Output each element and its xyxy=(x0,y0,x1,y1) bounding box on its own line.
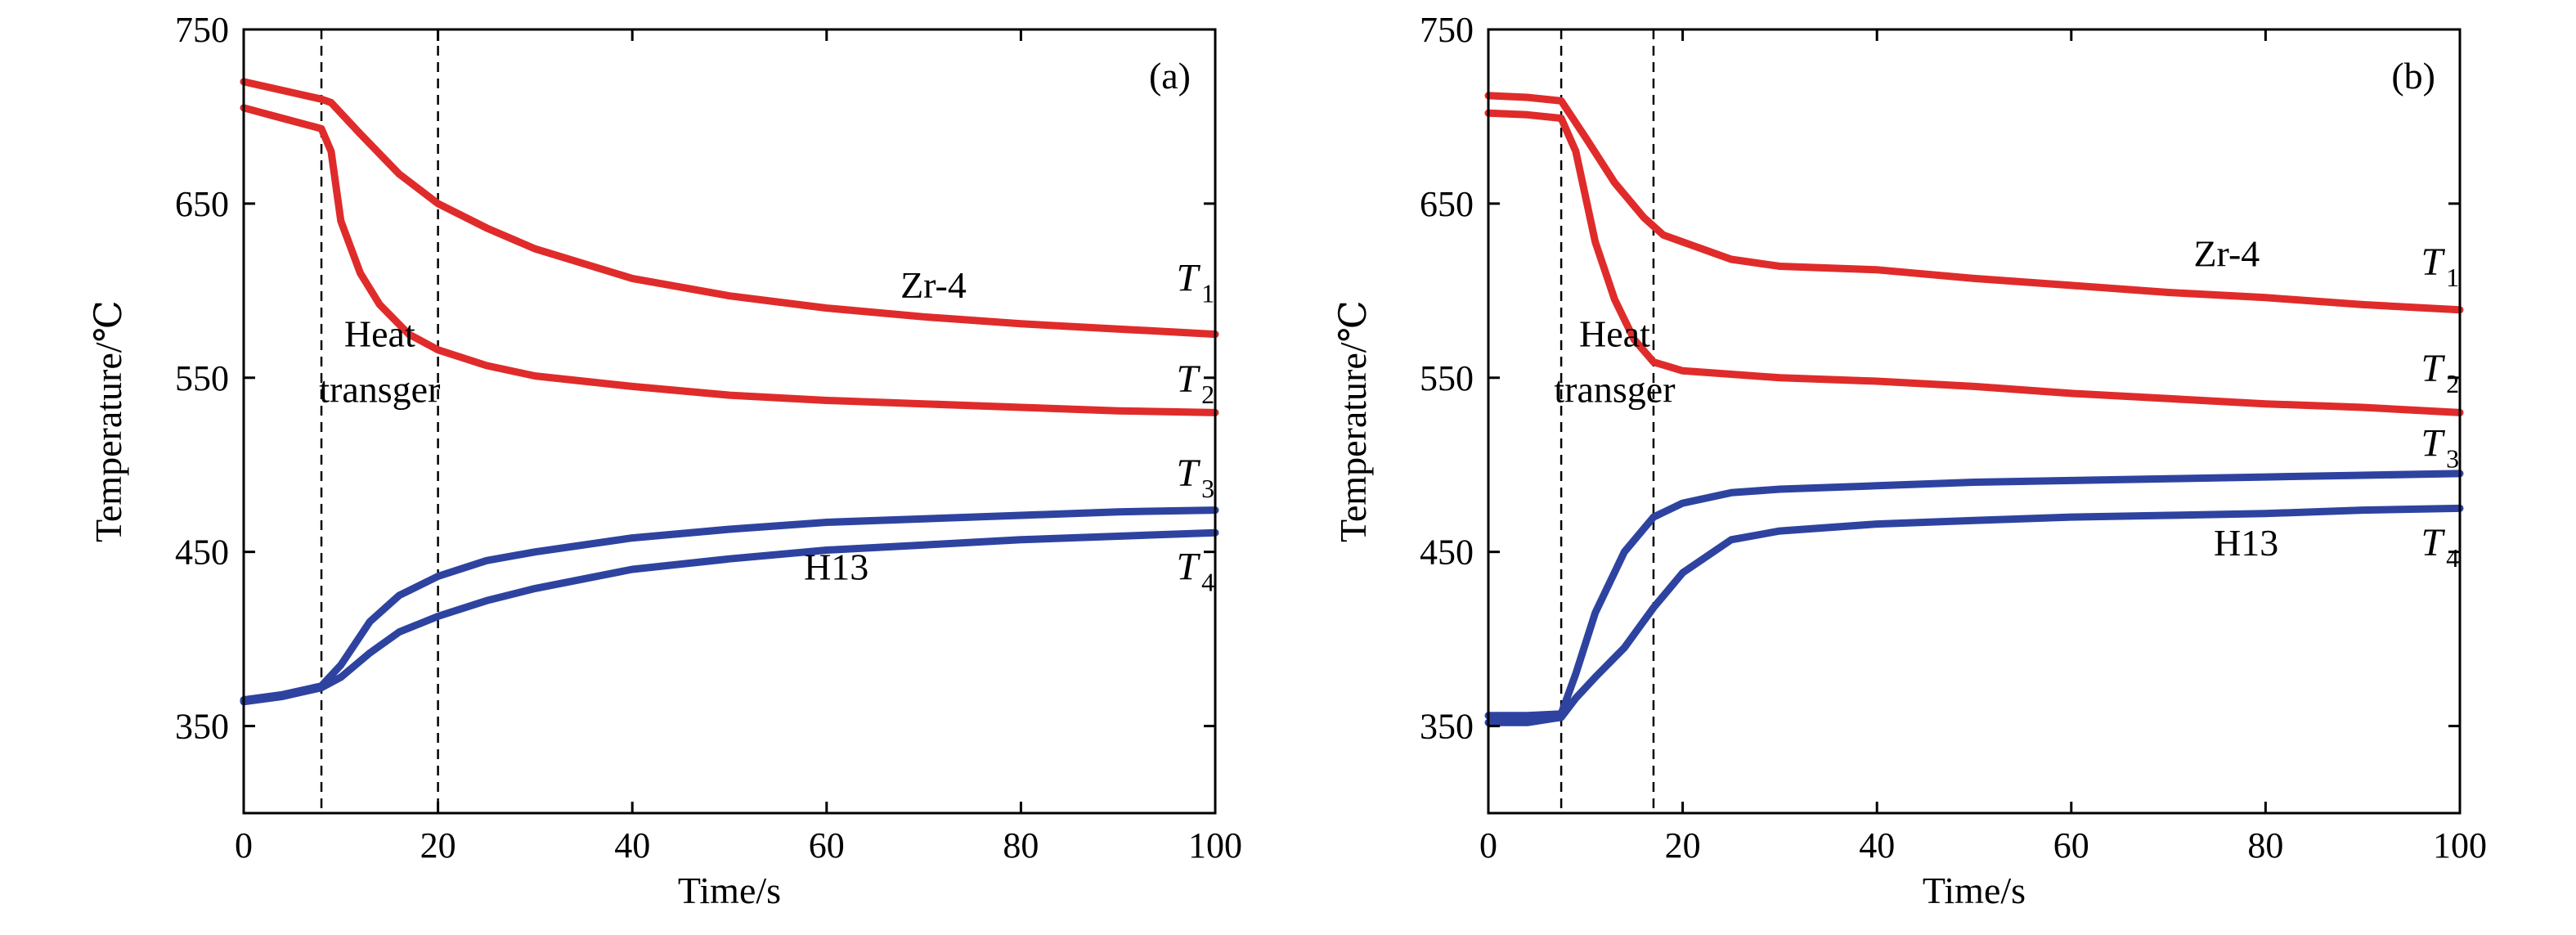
chart-panel-0: 0 20 40 60 80 100 350 450 550 650 750 Time/s Tempera… xyxy=(88,10,1242,911)
x-tick-label: 20 xyxy=(420,825,456,865)
y-tick-label: 450 xyxy=(1420,533,1474,573)
y-tick-label: 550 xyxy=(1420,358,1474,398)
x-tick-label: 0 xyxy=(1479,825,1497,865)
x-tick-label: 100 xyxy=(2433,825,2487,865)
y-tick-label: 650 xyxy=(1420,184,1474,224)
y-axis-title: Temperature/℃ xyxy=(88,300,129,542)
x-tick-label: 20 xyxy=(1665,825,1701,865)
series-line-t3 xyxy=(240,506,1219,704)
y-axis-title: Temperature/℃ xyxy=(1332,300,1374,542)
y-tick-label: 750 xyxy=(1420,10,1474,50)
y-tick-label: 550 xyxy=(175,358,229,398)
x-tick-label: 80 xyxy=(2247,825,2283,865)
series-line-t1 xyxy=(240,78,1219,339)
y-tick-label: 750 xyxy=(175,10,229,50)
annotation-label: Heat xyxy=(344,312,415,354)
series-line-t2 xyxy=(1484,109,2464,416)
x-tick-label: 80 xyxy=(1003,825,1039,865)
x-axis-title: Time/s xyxy=(678,870,781,911)
x-tick-label: 60 xyxy=(2053,825,2089,865)
series-line-t4 xyxy=(1484,504,2464,726)
y-tick-label: 350 xyxy=(1420,707,1474,747)
annotation-label: transger xyxy=(1554,369,1675,411)
series-line-t3 xyxy=(1484,470,2464,720)
annotation-label: Heat xyxy=(1579,312,1650,354)
annotation-label: Zr-4 xyxy=(2193,233,2260,275)
x-axis-title: Time/s xyxy=(1923,870,2026,911)
annotation-label: Zr-4 xyxy=(900,264,967,306)
x-tick-label: 100 xyxy=(1188,825,1242,865)
panel-label: (a) xyxy=(1149,55,1191,97)
annotation-label: H13 xyxy=(2214,522,2278,564)
chart-panel-1: 0 20 40 60 80 100 350 450 550 650 750 Time/s Tempera… xyxy=(1332,10,2487,911)
x-tick-label: 40 xyxy=(1859,825,1895,865)
x-tick-label: 60 xyxy=(809,825,845,865)
plot-frame xyxy=(242,28,1217,815)
plot-frame xyxy=(1487,28,2462,815)
annotation-label: transger xyxy=(319,369,440,411)
y-tick-label: 450 xyxy=(175,533,229,573)
y-tick-label: 650 xyxy=(175,184,229,224)
series-line-t4 xyxy=(240,528,1219,706)
panel-label: (b) xyxy=(2391,55,2435,97)
annotation-label: H13 xyxy=(804,546,868,588)
y-tick-label: 350 xyxy=(175,707,229,747)
series-line-t1 xyxy=(1484,92,2464,314)
x-tick-label: 0 xyxy=(235,825,253,865)
series-line-t2 xyxy=(240,104,1219,416)
x-tick-label: 40 xyxy=(614,825,650,865)
